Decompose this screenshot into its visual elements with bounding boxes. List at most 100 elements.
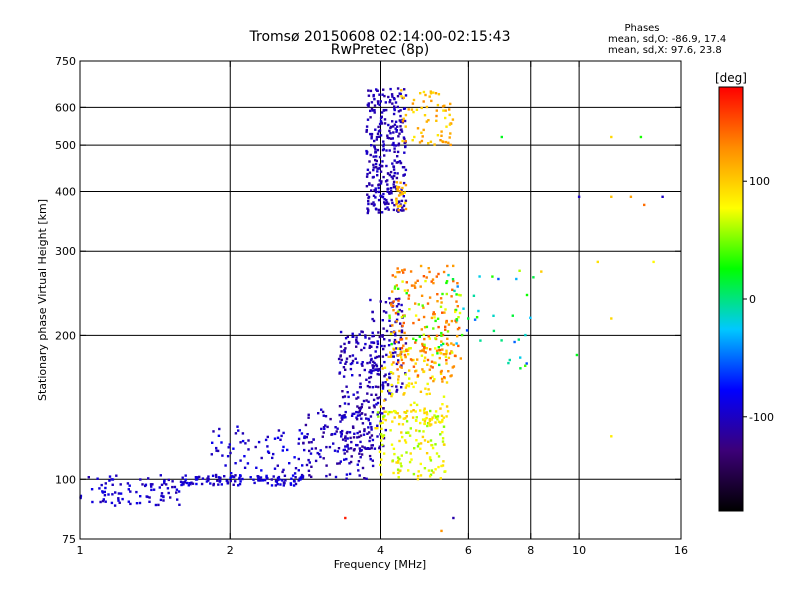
data-point: [439, 433, 442, 436]
data-point: [371, 335, 374, 338]
data-point: [362, 433, 366, 436]
data-point: [376, 411, 380, 414]
data-point: [185, 481, 189, 485]
data-point: [440, 414, 444, 417]
data-point: [319, 449, 322, 452]
data-point: [215, 475, 218, 478]
data-point: [367, 102, 370, 105]
data-point: [433, 143, 436, 146]
data-point: [87, 476, 90, 479]
data-point: [398, 415, 401, 418]
data-point: [458, 326, 461, 330]
data-point: [447, 273, 450, 277]
data-point: [416, 358, 419, 361]
data-point: [350, 414, 354, 417]
data-point: [175, 491, 178, 494]
colorbar: [deg] 100 0 -100: [715, 71, 774, 512]
data-point: [305, 463, 309, 467]
data-point: [453, 354, 457, 357]
data-point: [379, 134, 383, 137]
data-point: [415, 108, 419, 111]
data-point: [190, 481, 193, 484]
data-point: [436, 134, 440, 137]
data-point: [369, 422, 372, 425]
data-point: [415, 403, 419, 407]
data-point: [403, 331, 406, 335]
data-point: [444, 355, 448, 359]
data-point: [427, 469, 431, 472]
data-point: [401, 269, 404, 272]
data-point: [393, 150, 396, 153]
data-point: [439, 297, 443, 300]
data-point: [385, 378, 389, 381]
data-point: [400, 431, 403, 434]
data-point: [346, 450, 349, 453]
data-point: [356, 431, 359, 435]
data-point: [395, 176, 399, 180]
data-point: [300, 432, 304, 435]
data-point: [397, 310, 400, 313]
data-point: [389, 429, 392, 432]
data-point: [366, 361, 369, 365]
data-point: [397, 135, 400, 138]
data-point: [383, 399, 386, 402]
data-point: [403, 119, 407, 123]
data-point: [395, 347, 398, 350]
data-point: [212, 482, 215, 486]
data-point: [403, 88, 406, 91]
data-point: [371, 438, 375, 442]
data-point: [414, 314, 418, 317]
data-point: [421, 304, 424, 307]
data-point: [395, 284, 398, 287]
data-point: [369, 109, 372, 113]
data-point: [340, 416, 343, 420]
data-point: [432, 471, 435, 474]
data-points: [79, 87, 664, 533]
data-point: [339, 361, 342, 364]
data-point: [366, 193, 369, 196]
data-point: [260, 456, 263, 460]
data-point: [382, 347, 385, 351]
data-point: [377, 373, 381, 376]
data-point: [370, 393, 373, 396]
data-point: [324, 424, 327, 427]
data-point: [429, 365, 433, 368]
data-point: [373, 98, 376, 101]
data-point: [450, 342, 453, 345]
data-point: [260, 469, 263, 472]
data-point: [525, 362, 528, 365]
data-point: [346, 437, 349, 440]
data-point: [179, 480, 183, 483]
data-point: [409, 270, 413, 273]
data-point: [399, 92, 402, 96]
data-point: [160, 494, 163, 498]
data-point: [435, 452, 439, 455]
data-point: [345, 473, 349, 476]
data-point: [399, 193, 402, 196]
data-point: [344, 445, 347, 448]
data-point: [419, 474, 423, 477]
data-point: [455, 320, 458, 324]
data-point: [338, 371, 342, 374]
data-point: [390, 363, 394, 366]
data-point: [351, 359, 355, 363]
data-point: [453, 289, 456, 293]
data-point: [375, 135, 379, 139]
data-point: [366, 103, 369, 107]
data-point: [110, 478, 113, 481]
data-point: [400, 386, 403, 389]
data-point: [399, 125, 402, 128]
data-point: [425, 347, 429, 350]
data-point: [391, 324, 394, 327]
data-point: [357, 460, 361, 463]
data-point: [412, 365, 416, 368]
data-point: [359, 449, 362, 453]
data-point: [448, 352, 452, 355]
data-point: [348, 431, 352, 434]
data-point: [211, 474, 215, 477]
data-point: [467, 317, 470, 320]
data-point: [444, 109, 447, 112]
data-point: [419, 264, 423, 268]
data-point: [388, 316, 391, 319]
data-point: [426, 424, 429, 428]
